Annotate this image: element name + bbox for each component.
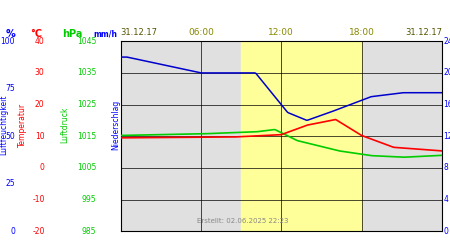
Text: 31.12.17: 31.12.17 — [120, 28, 158, 38]
Text: 1025: 1025 — [77, 100, 96, 109]
Text: 0: 0 — [10, 227, 15, 236]
Text: -10: -10 — [32, 195, 45, 204]
Text: 18:00: 18:00 — [349, 28, 374, 38]
Text: 25: 25 — [5, 179, 15, 188]
Text: 40: 40 — [35, 37, 45, 46]
Bar — [121, 41, 442, 231]
Text: Temperatur: Temperatur — [18, 103, 27, 147]
Text: 100: 100 — [0, 37, 15, 46]
Text: 995: 995 — [82, 195, 96, 204]
Text: 24: 24 — [444, 37, 450, 46]
Text: 75: 75 — [5, 84, 15, 93]
Text: Niederschlag: Niederschlag — [111, 100, 120, 150]
Text: 20: 20 — [444, 68, 450, 78]
Text: 30: 30 — [35, 68, 45, 78]
Text: 0: 0 — [444, 227, 448, 236]
Text: °C: °C — [30, 29, 42, 39]
Text: Erstellt: 02.06.2025 22:23: Erstellt: 02.06.2025 22:23 — [197, 218, 288, 224]
Text: 20: 20 — [35, 100, 45, 109]
Text: 1005: 1005 — [77, 164, 96, 172]
Text: 1035: 1035 — [77, 68, 96, 78]
Text: 16: 16 — [444, 100, 450, 109]
Text: -20: -20 — [32, 227, 45, 236]
Text: hPa: hPa — [62, 29, 82, 39]
Text: 1045: 1045 — [77, 37, 96, 46]
Text: 0: 0 — [40, 164, 45, 172]
Text: %: % — [6, 29, 16, 39]
Text: 50: 50 — [5, 132, 15, 141]
Text: 10: 10 — [35, 132, 45, 141]
Text: 06:00: 06:00 — [188, 28, 214, 38]
Text: 4: 4 — [444, 195, 448, 204]
Text: 985: 985 — [82, 227, 96, 236]
Text: 1015: 1015 — [77, 132, 96, 141]
Text: Luftdruck: Luftdruck — [61, 107, 70, 143]
Text: 8: 8 — [444, 164, 448, 172]
Text: mm/h: mm/h — [93, 30, 117, 39]
Text: 12: 12 — [444, 132, 450, 141]
Text: 12:00: 12:00 — [268, 28, 294, 38]
Text: Luftfeuchtigkeit: Luftfeuchtigkeit — [0, 95, 8, 155]
Text: 31.12.17: 31.12.17 — [405, 28, 442, 38]
Bar — [241, 41, 361, 231]
